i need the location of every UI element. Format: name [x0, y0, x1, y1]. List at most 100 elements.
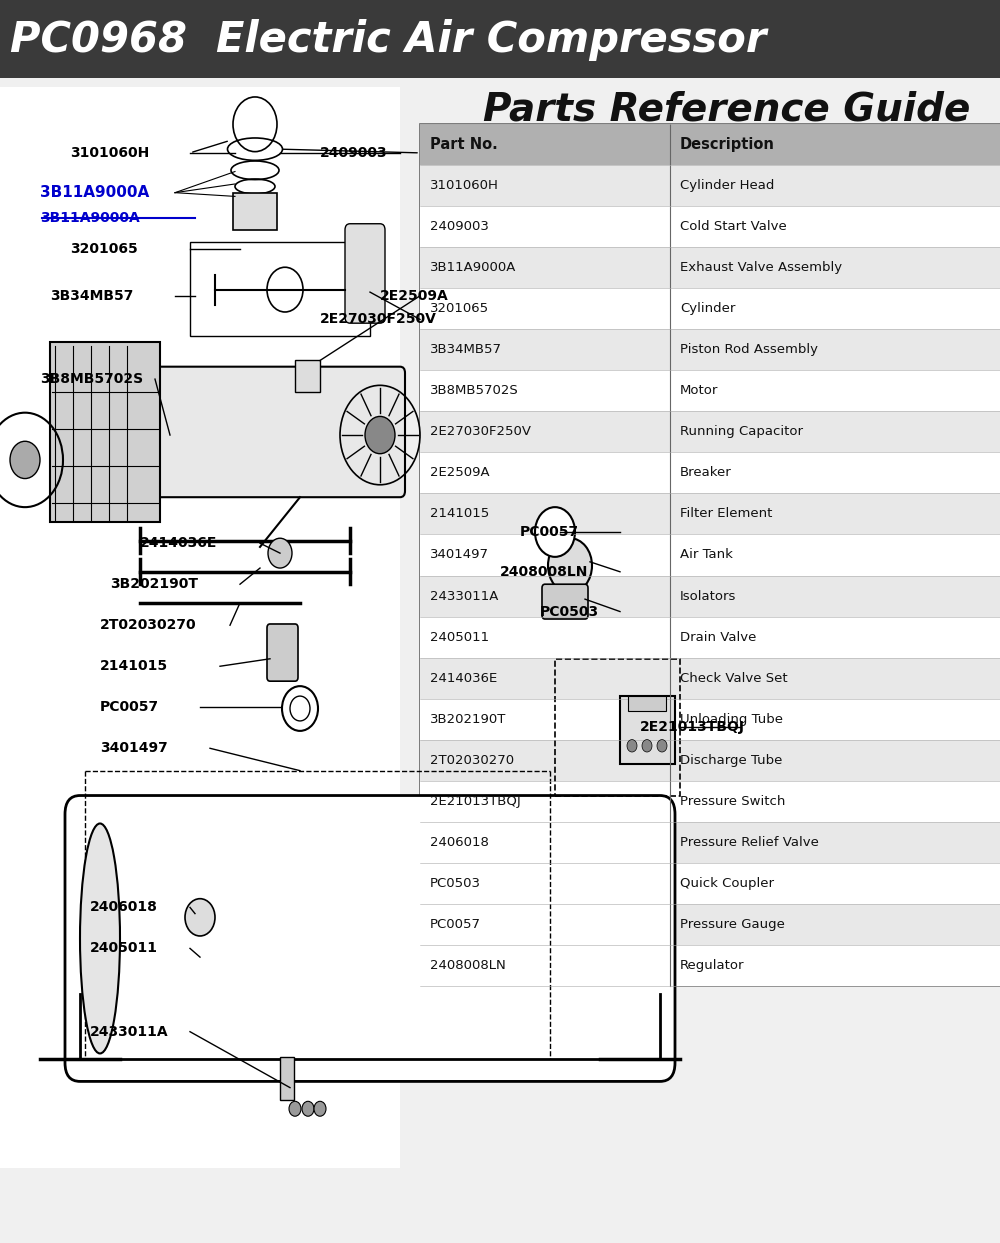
Text: Discharge Tube: Discharge Tube: [680, 753, 782, 767]
Text: Cylinder Head: Cylinder Head: [680, 179, 774, 193]
Text: 2E21013TBQJ: 2E21013TBQJ: [430, 794, 521, 808]
Bar: [420, 617, 1000, 658]
Circle shape: [535, 507, 575, 557]
Text: 3101060H: 3101060H: [70, 145, 149, 160]
FancyBboxPatch shape: [50, 342, 160, 522]
Text: Part No.: Part No.: [430, 137, 498, 153]
Text: 3401497: 3401497: [430, 548, 489, 562]
Bar: [628, 696, 666, 711]
Circle shape: [642, 740, 652, 752]
Text: 3201065: 3201065: [430, 302, 489, 316]
Text: Parts Reference Guide: Parts Reference Guide: [483, 91, 970, 128]
Bar: [420, 658, 1000, 699]
Text: 2E21013TBQJ: 2E21013TBQJ: [640, 720, 745, 735]
Bar: [420, 370, 1000, 411]
Bar: [420, 452, 1000, 493]
Text: Running Capacitor: Running Capacitor: [680, 425, 803, 439]
Bar: [420, 124, 1000, 986]
Circle shape: [10, 441, 40, 479]
Text: PC0057: PC0057: [100, 700, 159, 715]
Text: 3401497: 3401497: [100, 741, 168, 756]
Bar: [620, 696, 675, 764]
Circle shape: [627, 740, 637, 752]
Text: 2E2509A: 2E2509A: [380, 288, 449, 303]
Text: 2433011A: 2433011A: [90, 1024, 169, 1039]
Text: Filter Element: Filter Element: [680, 507, 772, 521]
Circle shape: [657, 740, 667, 752]
Text: Pressure Gauge: Pressure Gauge: [680, 917, 785, 931]
Text: 2433011A: 2433011A: [430, 589, 498, 603]
Bar: [555, 659, 680, 796]
Circle shape: [314, 1101, 326, 1116]
Text: 3101060H: 3101060H: [430, 179, 499, 193]
Text: Cylinder: Cylinder: [680, 302, 735, 316]
Bar: [420, 247, 1000, 288]
Text: 3B11A9000A: 3B11A9000A: [40, 210, 140, 225]
Text: Cold Start Valve: Cold Start Valve: [680, 220, 787, 234]
Bar: [0, 87, 400, 1168]
Text: 2E27030F250V: 2E27030F250V: [320, 312, 437, 327]
Text: 3B202190T: 3B202190T: [430, 712, 506, 726]
Text: 3B8MB5702S: 3B8MB5702S: [430, 384, 519, 398]
Bar: [420, 699, 1000, 740]
Text: 2405011: 2405011: [90, 941, 158, 956]
Text: 2141015: 2141015: [430, 507, 489, 521]
FancyBboxPatch shape: [233, 193, 277, 230]
Text: Check Valve Set: Check Valve Set: [680, 671, 788, 685]
Text: Piston Rod Assembly: Piston Rod Assembly: [680, 343, 818, 357]
Text: 2408008LN: 2408008LN: [430, 958, 506, 972]
Text: 3B34MB57: 3B34MB57: [50, 288, 133, 303]
Text: 2406018: 2406018: [430, 835, 489, 849]
FancyBboxPatch shape: [65, 796, 675, 1081]
Text: 2414036E: 2414036E: [430, 671, 497, 685]
Text: PC0503: PC0503: [540, 604, 599, 619]
Text: PC0503: PC0503: [430, 876, 481, 890]
Bar: [420, 822, 1000, 863]
Circle shape: [289, 1101, 301, 1116]
Text: Motor: Motor: [680, 384, 718, 398]
Bar: [420, 945, 1000, 986]
Circle shape: [302, 1101, 314, 1116]
Text: 3B34MB57: 3B34MB57: [430, 343, 502, 357]
Text: 3201065: 3201065: [70, 241, 138, 256]
Text: Drain Valve: Drain Valve: [680, 630, 756, 644]
Text: Air Tank: Air Tank: [680, 548, 733, 562]
Text: Breaker: Breaker: [680, 466, 732, 480]
Text: Isolators: Isolators: [680, 589, 736, 603]
Text: 2409003: 2409003: [430, 220, 489, 234]
FancyBboxPatch shape: [280, 1057, 294, 1100]
Text: Unloading Tube: Unloading Tube: [680, 712, 783, 726]
Text: PC0057: PC0057: [520, 525, 579, 539]
Text: Regulator: Regulator: [680, 958, 744, 972]
Bar: [420, 206, 1000, 247]
Text: 3B8MB5702S: 3B8MB5702S: [40, 372, 143, 387]
Bar: [420, 781, 1000, 822]
Text: PC0968  Electric Air Compressor: PC0968 Electric Air Compressor: [10, 19, 766, 61]
Text: 3B202190T: 3B202190T: [110, 577, 198, 592]
Text: 2414036E: 2414036E: [140, 536, 217, 551]
Circle shape: [282, 686, 318, 731]
Text: Pressure Switch: Pressure Switch: [680, 794, 785, 808]
Text: Quick Coupler: Quick Coupler: [680, 876, 774, 890]
Bar: [420, 863, 1000, 904]
Circle shape: [548, 538, 592, 593]
Bar: [420, 124, 1000, 165]
Bar: [420, 288, 1000, 329]
Text: 2409003: 2409003: [320, 145, 388, 160]
Text: 2408008LN: 2408008LN: [500, 564, 588, 579]
Bar: [420, 493, 1000, 534]
Bar: [420, 740, 1000, 781]
Text: 2141015: 2141015: [100, 659, 168, 674]
Text: 2E2509A: 2E2509A: [430, 466, 490, 480]
Circle shape: [185, 899, 215, 936]
FancyBboxPatch shape: [345, 224, 385, 323]
Ellipse shape: [80, 824, 120, 1054]
FancyBboxPatch shape: [0, 0, 1000, 78]
Circle shape: [268, 538, 292, 568]
FancyBboxPatch shape: [145, 367, 405, 497]
Text: 3B11A9000A: 3B11A9000A: [40, 185, 149, 200]
Bar: [420, 329, 1000, 370]
Circle shape: [365, 416, 395, 454]
Bar: [295, 360, 320, 392]
FancyBboxPatch shape: [267, 624, 298, 681]
